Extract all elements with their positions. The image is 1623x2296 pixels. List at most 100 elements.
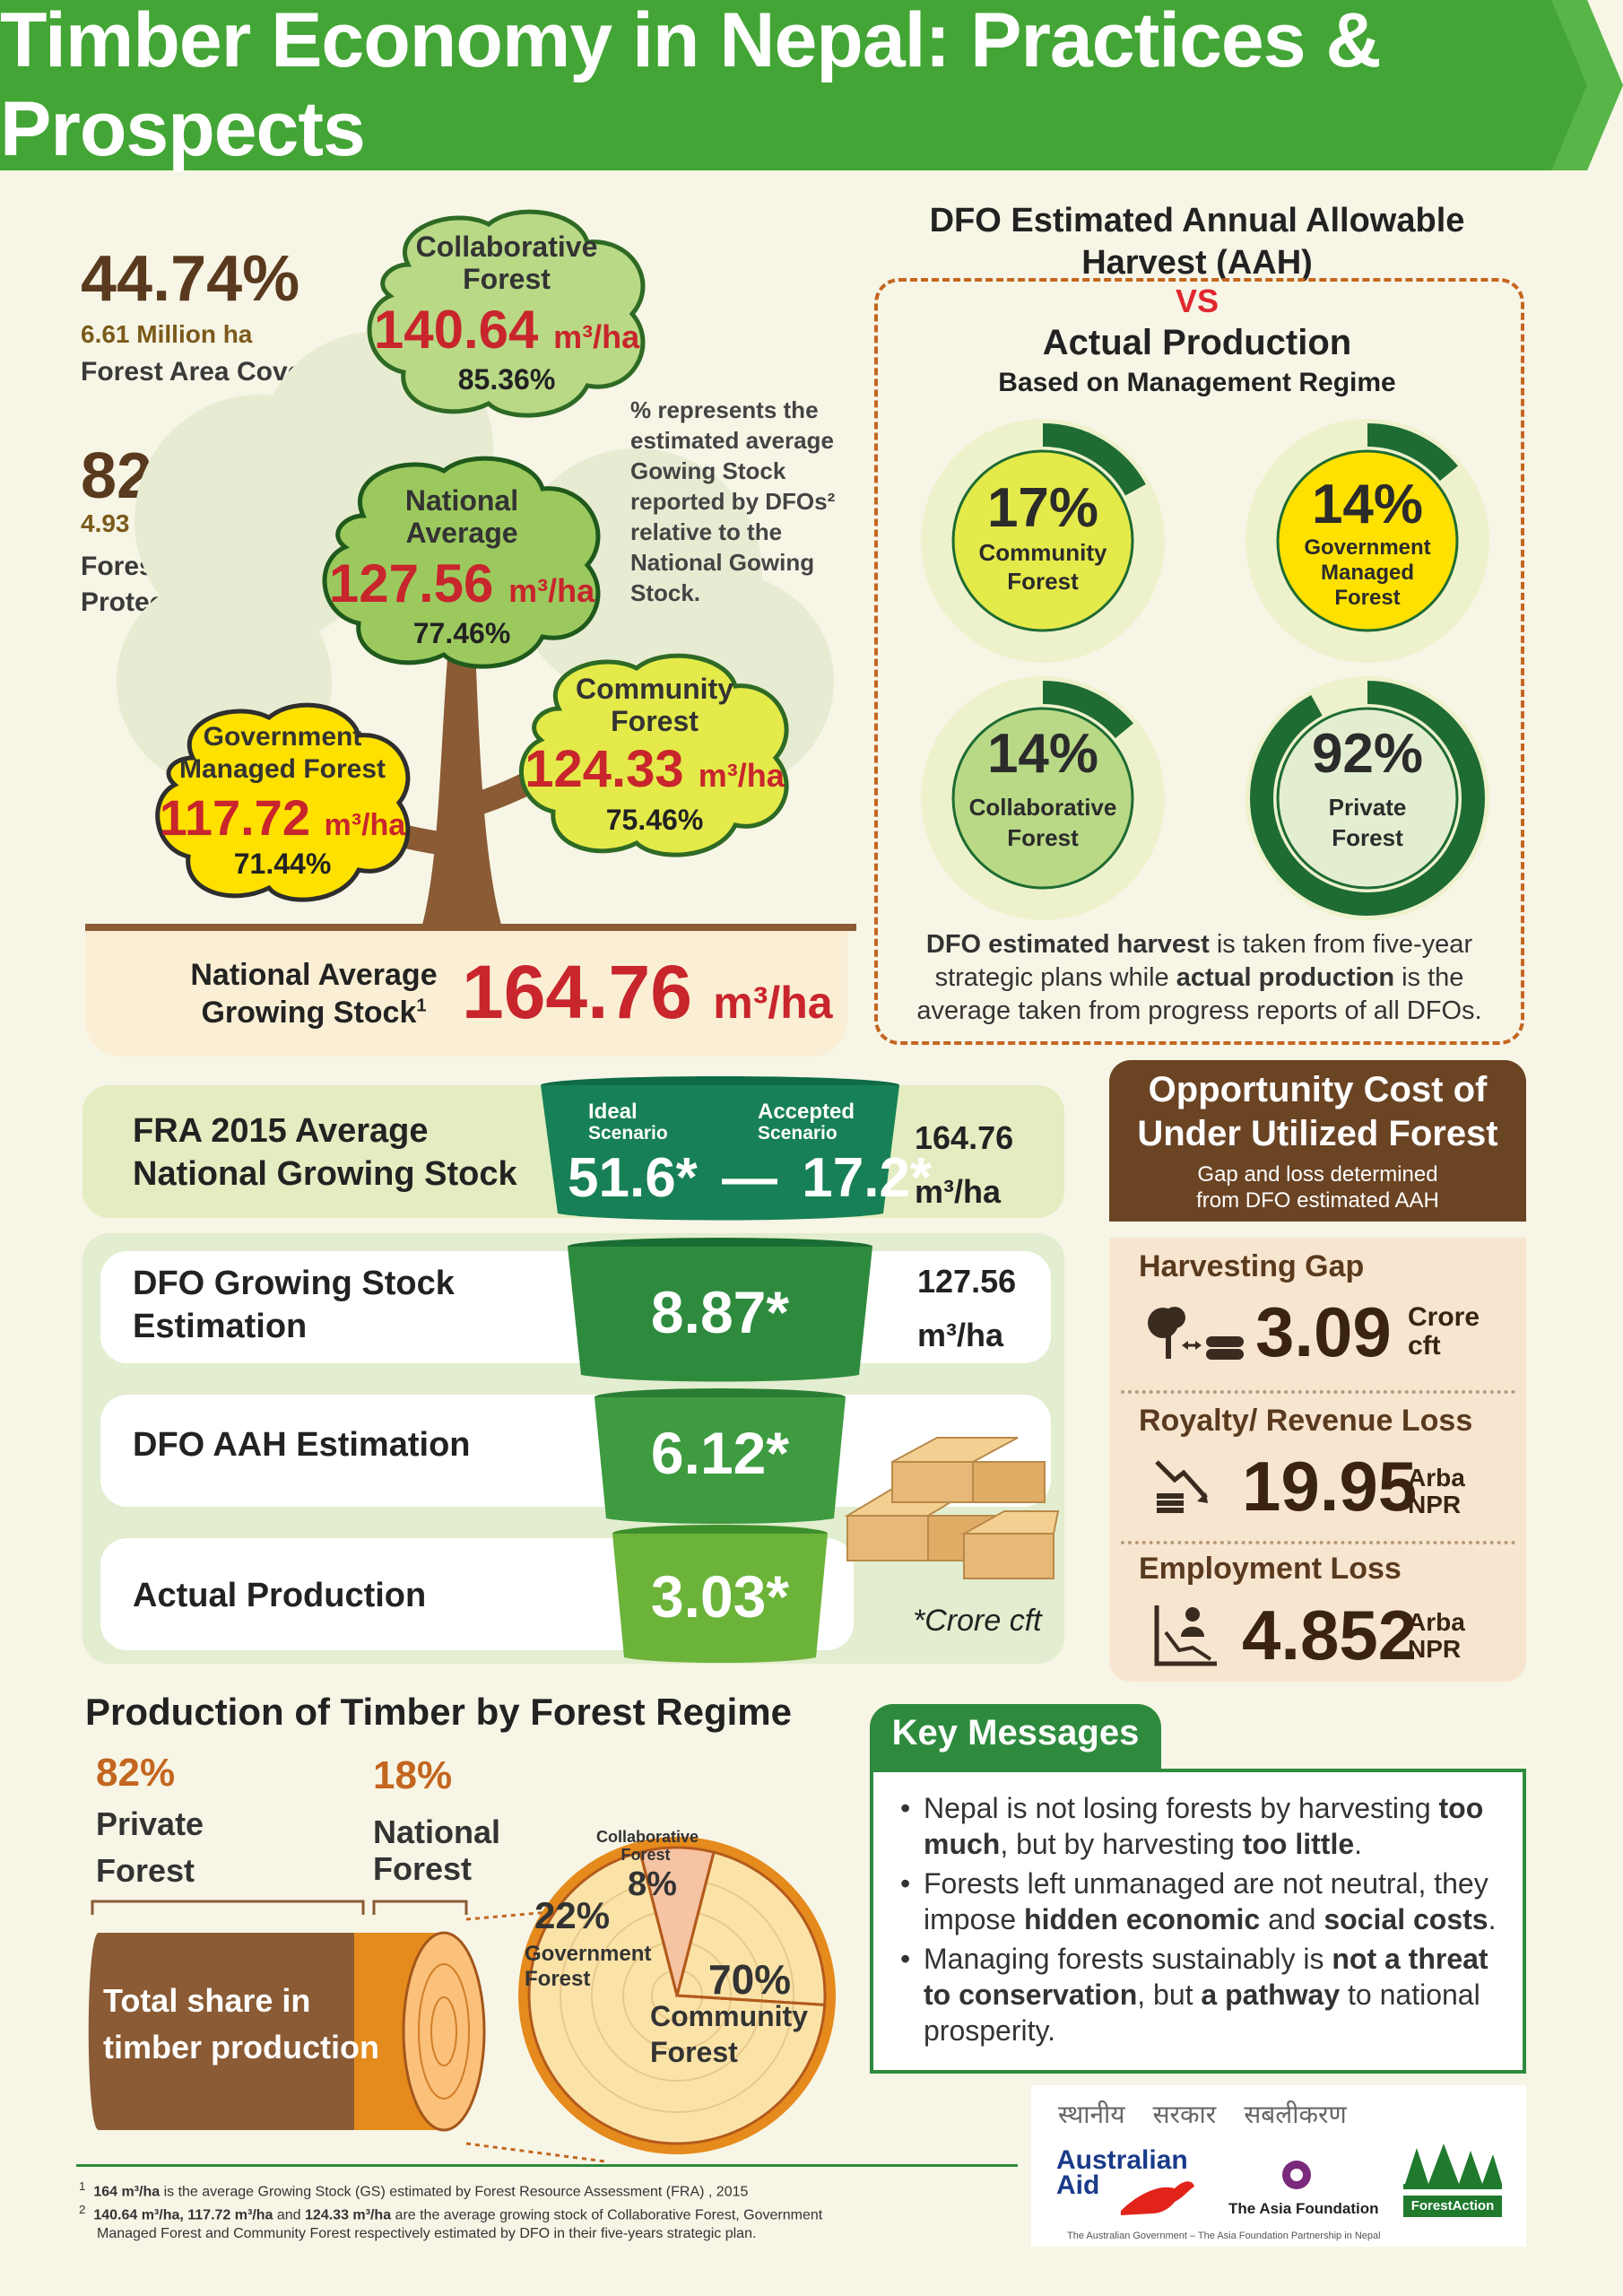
tree-to-log-icon xyxy=(1148,1307,1244,1360)
pie-gov-pct: 22% xyxy=(534,1894,611,1936)
km-bold: too little xyxy=(1242,1828,1355,1860)
aah-subtitle: Based on Management Regime xyxy=(998,368,1396,397)
private-pct: 82% xyxy=(96,1751,176,1795)
km-text: . xyxy=(1354,1828,1363,1860)
dfo-gs-label-2: Estimation xyxy=(133,1308,308,1345)
production-title: Production of Timber by Forest Regime xyxy=(85,1691,792,1733)
km-bold: social costs xyxy=(1324,1903,1488,1935)
actual-production-value: 3.03* xyxy=(650,1563,790,1630)
community-value: 124.33 xyxy=(525,740,684,798)
circle-label-3: Forest xyxy=(1334,586,1401,610)
pie-community-pct: 70% xyxy=(708,1956,792,2003)
km-text: . xyxy=(1488,1903,1497,1935)
divider xyxy=(1121,1390,1515,1394)
growing-stock-label-2: Growing Stock xyxy=(201,996,417,1030)
aah-title-1: DFO Estimated Annual Allowable xyxy=(929,202,1465,239)
km-bold: not a threat to conservation xyxy=(924,1943,1488,2011)
footnote-divider xyxy=(76,2164,1018,2167)
ring-chart xyxy=(921,676,1165,920)
km-text: , but by harvesting xyxy=(1000,1828,1243,1860)
dfo-gs-value: 8.87* xyxy=(650,1279,790,1345)
circle-label-1: Collaborative xyxy=(968,794,1117,821)
pie-gov-label-2: Forest xyxy=(525,1967,591,1991)
aah-note-3: average taken from progress reports of a… xyxy=(916,996,1482,1025)
blob-shape xyxy=(155,702,411,902)
aah-title-3: Actual Production xyxy=(1042,323,1352,362)
ideal-label-2: Scenario xyxy=(588,1123,668,1144)
circle-label-1: Community xyxy=(978,539,1107,566)
national-name-1: National xyxy=(404,484,519,517)
revenue-loss-unit-2: NPR xyxy=(1408,1491,1462,1518)
circle-pct: 14% xyxy=(986,723,1099,785)
aah-title-2: Harvest (AAH) xyxy=(1081,244,1313,282)
ring-progress-arc xyxy=(925,681,1160,916)
pie-collab-label-1: Collaborative xyxy=(596,1828,699,1846)
harvest-gap-label: Harvesting Gap xyxy=(1139,1249,1365,1283)
growing-stock-value: 164.76 xyxy=(462,950,692,1034)
private-label-2: Forest xyxy=(96,1852,195,1889)
opportunity-subtitle-1: Gap and loss determined xyxy=(1197,1162,1438,1187)
gov-value: 117.72 xyxy=(159,789,310,846)
footnote-bold: 124.33 m³/ha xyxy=(305,2207,392,2223)
collab-value: 140.64 xyxy=(373,300,539,360)
funnel-graphic xyxy=(541,1076,899,1663)
aah-circle-government: 14% Government Managed Forest xyxy=(1242,415,1493,666)
aah-estimation-label: DFO AAH Estimation xyxy=(133,1426,471,1464)
employment-down-icon xyxy=(1154,1605,1217,1666)
national-name-2: Average xyxy=(405,517,518,549)
community-name-2: Forest xyxy=(611,705,699,737)
footnote-sup: 1 xyxy=(79,2179,86,2193)
pie-collab-label: Collaborative Forest xyxy=(596,1828,699,1864)
circle-label-1: Private xyxy=(1328,794,1407,821)
fra-unit: m³/ha xyxy=(915,1173,1002,1210)
collaborative-forest-blob: Collaborative Forest 140.64 m³/ha 85.36% xyxy=(354,202,659,426)
fra-value: 164.76 xyxy=(915,1119,1014,1156)
km-bold: hidden economic xyxy=(1024,1903,1261,1935)
growing-stock-band xyxy=(85,931,847,1057)
national-average-blob: National Average 127.56 m³/ha 77.46% xyxy=(309,448,614,677)
ring-center xyxy=(1276,449,1459,632)
aah-estimation-value: 6.12* xyxy=(650,1420,790,1486)
pie-gov-label-1: Government xyxy=(525,1942,652,1966)
national-value: 127.56 xyxy=(328,553,494,613)
revenue-loss-unit: Arba NPR xyxy=(1408,1465,1465,1518)
harvest-gap-value: 3.09 xyxy=(1255,1292,1392,1371)
fra-label-2: National Growing Stock xyxy=(133,1155,517,1193)
collab-pct: 85.36% xyxy=(457,363,556,396)
ideal-scenario-label: Ideal Scenario xyxy=(588,1101,668,1144)
footnotes: 1 164 m³/ha is the average Growing Stock… xyxy=(79,2178,1011,2243)
header-background xyxy=(0,0,1623,170)
pie-collab-pct: 8% xyxy=(628,1866,677,1903)
gov-pct: 71.44% xyxy=(233,848,332,880)
pie-collab-label-2: Forest xyxy=(621,1846,671,1864)
aah-vs: VS xyxy=(1121,283,1273,320)
gov-unit: m³/ha xyxy=(324,808,406,842)
employment-loss-label: Employment Loss xyxy=(1139,1552,1402,1586)
pie-community-label-1: Community xyxy=(650,2000,808,2032)
forestaction-tree-icon xyxy=(1403,2144,1502,2189)
pie-community-label-2: Forest xyxy=(650,2036,738,2068)
opportunity-title-2: Under Utilized Forest xyxy=(1137,1114,1498,1153)
asia-foundation-logo: The Asia Foundation xyxy=(1228,2200,1379,2217)
revenue-loss-value: 19.95 xyxy=(1242,1447,1418,1526)
fra-label-1: FRA 2015 Average xyxy=(133,1112,429,1150)
ring-chart xyxy=(921,419,1165,663)
growing-stock-sup: 1 xyxy=(416,996,427,1016)
blob-shape xyxy=(518,653,789,857)
footnote-bold: 140.64 m³/ha, 117.72 m³/ha xyxy=(93,2207,273,2223)
revenue-loss-unit-1: Arba xyxy=(1408,1464,1465,1492)
circle-label-2: Forest xyxy=(1007,568,1079,595)
dfo-gs-stock: 127.56 xyxy=(917,1263,1017,1300)
aah-box xyxy=(874,278,1524,1045)
wood-pie-chart xyxy=(518,1837,836,2154)
circle-label-2: Forest xyxy=(1332,824,1403,851)
revenue-loss-label: Royalty/ Revenue Loss xyxy=(1139,1404,1473,1438)
aah-note-bold-2: actual production xyxy=(1176,963,1395,992)
employment-loss-unit-2: NPR xyxy=(1408,1635,1462,1663)
national-pct: 18% xyxy=(373,1753,453,1797)
pie-slice-community xyxy=(527,1850,827,2145)
ring-center xyxy=(951,449,1134,632)
harvest-gap-unit-2: cft xyxy=(1408,1331,1441,1361)
log-illustration xyxy=(88,1900,606,2163)
growing-stock-label-1: National Average xyxy=(190,958,438,992)
